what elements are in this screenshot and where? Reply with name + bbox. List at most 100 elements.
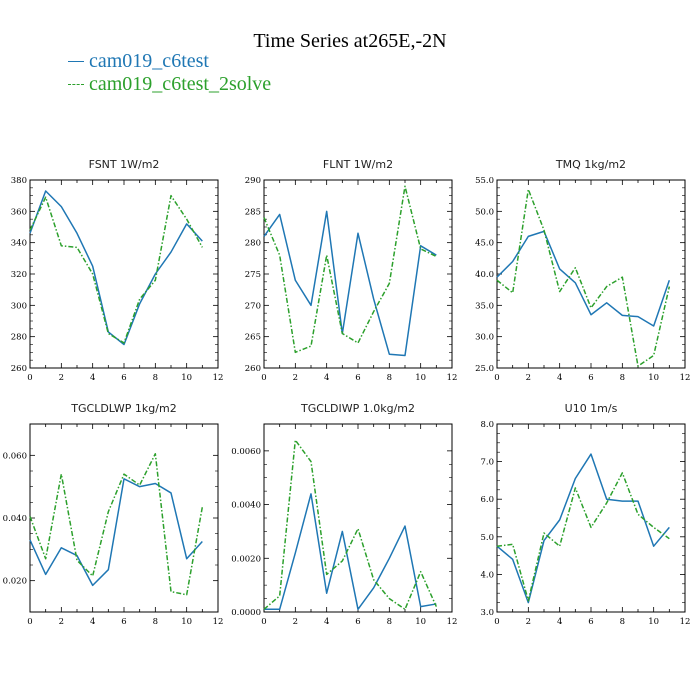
series-line-c6test-2solve — [263, 439, 438, 611]
y-tick-label: 4.0 — [480, 570, 494, 580]
legend-label: cam019_c6test_2solve — [89, 73, 272, 95]
panel-title: TMQ 1kg/m2 — [555, 158, 626, 171]
x-tick-label: 10 — [415, 373, 426, 383]
y-tick-label: 0.0020 — [231, 554, 261, 564]
plot-frame — [29, 423, 219, 613]
x-tick-label: 4 — [557, 373, 562, 383]
panel-title: FLNT 1W/m2 — [323, 158, 393, 171]
x-tick-label: 6 — [121, 617, 126, 627]
x-tick-label: 12 — [213, 373, 224, 383]
panel-title: TGCLDLWP 1kg/m2 — [70, 402, 176, 415]
x-tick-label: 8 — [620, 373, 625, 383]
y-tick-label: 270 — [245, 301, 261, 311]
x-tick-label: 10 — [648, 617, 659, 627]
x-tick-label: 0 — [494, 617, 499, 627]
x-tick-label: 12 — [447, 373, 458, 383]
x-tick-label: 10 — [648, 373, 659, 383]
y-tick-label: 0.0040 — [231, 501, 261, 511]
plot-frame — [496, 423, 686, 613]
y-tick-label: 55.0 — [475, 176, 494, 186]
legend-label: cam019_c6test — [89, 50, 209, 72]
y-tick-label: 7.0 — [480, 458, 494, 468]
y-tick-label: 45.0 — [475, 239, 494, 249]
y-tick-label: 300 — [11, 301, 27, 311]
x-tick-label: 6 — [355, 617, 360, 627]
y-tick-label: 265 — [245, 333, 261, 343]
x-tick-label: 6 — [355, 373, 360, 383]
x-tick-label: 8 — [153, 373, 158, 383]
plot-frame — [29, 179, 219, 369]
y-tick-label: 50.0 — [475, 207, 494, 217]
y-tick-label: 35.0 — [475, 301, 494, 311]
series-line-c6test — [29, 478, 203, 587]
series-line-c6test — [264, 493, 437, 611]
x-tick-label: 10 — [181, 373, 192, 383]
series-line-c6test-2solve — [263, 185, 437, 354]
y-tick-label: 0.020 — [3, 577, 27, 587]
x-tick-label: 0 — [261, 373, 266, 383]
plot-frame — [263, 423, 453, 613]
y-tick-label: 0.060 — [3, 451, 27, 461]
y-tick-label: 25.0 — [475, 364, 494, 374]
x-tick-label: 2 — [59, 617, 64, 627]
series-line-c6test-2solve — [29, 194, 203, 344]
legend-entry-1: cam019_c6test — [68, 50, 271, 73]
x-tick-label: 8 — [620, 617, 625, 627]
x-tick-label: 2 — [293, 617, 298, 627]
y-tick-label: 6.0 — [480, 495, 494, 505]
y-tick-label: 40.0 — [475, 270, 494, 280]
x-tick-label: 12 — [680, 617, 691, 627]
x-tick-label: 2 — [526, 373, 531, 383]
y-tick-label: 320 — [11, 270, 27, 280]
y-tick-label: 0.0060 — [231, 447, 261, 457]
series-line-c6test — [263, 210, 437, 357]
figure-title: Time Series at265E,-2N — [253, 30, 447, 52]
x-tick-label: 8 — [387, 373, 392, 383]
y-tick-label: 360 — [11, 207, 27, 217]
x-tick-label: 8 — [153, 617, 158, 627]
y-tick-label: 280 — [245, 239, 261, 249]
x-tick-label: 0 — [494, 373, 499, 383]
y-tick-label: 0.040 — [3, 514, 27, 524]
x-tick-label: 12 — [213, 617, 224, 627]
y-tick-label: 280 — [11, 333, 27, 343]
y-tick-label: 0.0000 — [231, 608, 261, 618]
legend-entry-2: cam019_c6test_2solve — [68, 73, 271, 96]
panel-title: U10 1m/s — [565, 402, 618, 415]
y-tick-label: 380 — [11, 176, 27, 186]
x-tick-label: 4 — [324, 373, 329, 383]
y-tick-label: 3.0 — [480, 608, 494, 618]
series-line-c6test-2solve — [29, 453, 204, 596]
x-tick-label: 12 — [680, 373, 691, 383]
legend: cam019_c6test cam019_c6test_2solve — [68, 50, 271, 96]
x-tick-label: 10 — [181, 617, 192, 627]
series-line-c6test — [29, 190, 203, 346]
y-tick-label: 260 — [11, 364, 27, 374]
y-tick-label: 8.0 — [480, 420, 494, 430]
x-tick-label: 10 — [415, 617, 426, 627]
x-tick-label: 4 — [90, 373, 95, 383]
x-tick-label: 12 — [447, 617, 458, 627]
x-tick-label: 2 — [526, 617, 531, 627]
y-tick-label: 260 — [245, 364, 261, 374]
x-tick-label: 8 — [387, 617, 392, 627]
x-tick-label: 6 — [588, 617, 593, 627]
panel-title: FSNT 1W/m2 — [89, 158, 160, 171]
x-tick-label: 2 — [293, 373, 298, 383]
legend-line-solid — [68, 61, 84, 62]
y-tick-label: 290 — [245, 176, 261, 186]
panel-title: TGCLDIWP 1.0kg/m2 — [300, 402, 415, 415]
y-tick-label: 5.0 — [480, 533, 494, 543]
x-tick-label: 0 — [261, 617, 266, 627]
series-line-c6test — [496, 230, 671, 327]
y-tick-label: 340 — [11, 239, 27, 249]
x-tick-label: 0 — [27, 617, 32, 627]
y-tick-label: 275 — [245, 270, 261, 280]
x-tick-label: 2 — [59, 373, 64, 383]
x-tick-label: 6 — [121, 373, 126, 383]
series-line-c6test-2solve — [496, 188, 671, 367]
x-tick-label: 4 — [324, 617, 329, 627]
x-tick-label: 4 — [90, 617, 95, 627]
x-tick-label: 6 — [588, 373, 593, 383]
